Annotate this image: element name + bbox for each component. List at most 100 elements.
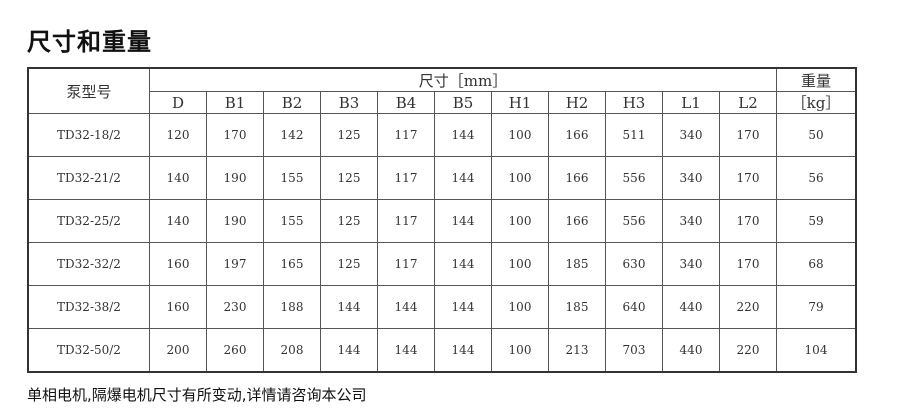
weight-unit: ［kg］: [776, 91, 857, 114]
model-cell: TD32-25/2: [27, 199, 150, 243]
model-cell: TD32-50/2: [27, 328, 150, 373]
dim-cell: 144: [434, 156, 492, 200]
dim-cell: 170: [719, 156, 777, 200]
dim-cell: 160: [149, 242, 207, 286]
dim-cell: 188: [263, 285, 321, 329]
dim-cell: 144: [434, 328, 492, 373]
dim-cell: 144: [377, 285, 435, 329]
column-header-l2: L2: [719, 91, 777, 114]
dim-cell: 190: [206, 199, 264, 243]
dim-cell: 144: [320, 328, 378, 373]
dim-cell: 100: [491, 156, 549, 200]
column-header-b3: B3: [320, 91, 378, 114]
dim-cell: 703: [605, 328, 663, 373]
dim-cell: 166: [548, 199, 606, 243]
dim-cell: 230: [206, 285, 264, 329]
dim-cell: 160: [149, 285, 207, 329]
subheader-row: D B1 B2 B3 B4 B5 H1 H2 H3 L1 L2 ［kg］: [28, 91, 857, 114]
column-header-h1: H1: [491, 91, 549, 114]
dim-cell: 170: [719, 242, 777, 286]
dimensions-weight-table: 泵型号 尺寸［mm］ 重量 D B1 B2 B3 B4 B5 H1 H2 H3 L1 L2 ［kg］ …: [27, 67, 857, 373]
dim-cell: 190: [206, 156, 264, 200]
dim-cell: 260: [206, 328, 264, 373]
dim-cell: 213: [548, 328, 606, 373]
dim-cell: 340: [662, 113, 720, 157]
dim-cell: 440: [662, 285, 720, 329]
footnote: 单相电机,隔爆电机尺寸有所变动,详情请咨询本公司: [27, 386, 367, 404]
dim-cell: 340: [662, 156, 720, 200]
dim-cell: 125: [320, 242, 378, 286]
dim-cell: 340: [662, 242, 720, 286]
dim-cell: 117: [377, 242, 435, 286]
weight-cell: 79: [776, 285, 857, 329]
dim-cell: 170: [719, 113, 777, 157]
dim-cell: 125: [320, 156, 378, 200]
dim-cell: 340: [662, 199, 720, 243]
dim-cell: 440: [662, 328, 720, 373]
column-header-h3: H3: [605, 91, 663, 114]
dim-cell: 117: [377, 199, 435, 243]
column-header-l1: L1: [662, 91, 720, 114]
model-cell: TD32-18/2: [27, 113, 150, 157]
dim-cell: 144: [434, 113, 492, 157]
column-header-b5: B5: [434, 91, 492, 114]
model-cell: TD32-21/2: [27, 156, 150, 200]
dim-cell: 511: [605, 113, 663, 157]
dim-cell: 144: [434, 199, 492, 243]
weight-cell: 56: [776, 156, 857, 200]
column-header-b1: B1: [206, 91, 264, 114]
dim-cell: 220: [719, 285, 777, 329]
model-header: 泵型号: [27, 67, 150, 114]
weight-cell: 59: [776, 199, 857, 243]
dim-cell: 117: [377, 156, 435, 200]
dim-cell: 640: [605, 285, 663, 329]
dim-cell: 166: [548, 113, 606, 157]
dim-cell: 208: [263, 328, 321, 373]
dim-cell: 120: [149, 113, 207, 157]
dim-cell: 144: [434, 285, 492, 329]
dim-cell: 556: [605, 156, 663, 200]
weight-cell: 68: [776, 242, 857, 286]
dim-cell: 200: [149, 328, 207, 373]
weight-cell: 50: [776, 113, 857, 157]
dim-cell: 197: [206, 242, 264, 286]
column-header-h2: H2: [548, 91, 606, 114]
column-header-b2: B2: [263, 91, 321, 114]
dim-cell: 144: [434, 242, 492, 286]
model-cell: TD32-32/2: [27, 242, 150, 286]
dim-cell: 125: [320, 199, 378, 243]
table-row: TD32-50/2 200 260 208 144 144 144 100 213 703 440 2…: [27, 328, 857, 373]
column-header-d: D: [149, 91, 207, 114]
dim-cell: 100: [491, 328, 549, 373]
dim-cell: 630: [605, 242, 663, 286]
table-row: TD32-32/2 160 197 165 125 117 144 100 185 630 340 1…: [27, 242, 857, 286]
dim-cell: 185: [548, 242, 606, 286]
column-header-b4: B4: [377, 91, 435, 114]
table-row: TD32-38/2 160 230 188 144 144 144 100 185 640 440 2…: [27, 285, 857, 329]
dim-cell: 142: [263, 113, 321, 157]
dims-header: 尺寸［mm］: [149, 67, 777, 92]
dim-cell: 155: [263, 199, 321, 243]
dim-cell: 556: [605, 199, 663, 243]
dim-cell: 144: [320, 285, 378, 329]
dim-cell: 100: [491, 242, 549, 286]
weight-cell: 104: [776, 328, 857, 373]
table-row: TD32-25/2 140 190 155 125 117 144 100 166 556 340 1…: [27, 199, 857, 243]
dim-cell: 155: [263, 156, 321, 200]
dim-cell: 117: [377, 113, 435, 157]
header-row: 泵型号 尺寸［mm］ 重量: [27, 67, 857, 114]
dim-cell: 170: [719, 199, 777, 243]
dim-cell: 144: [377, 328, 435, 373]
dim-cell: 140: [149, 156, 207, 200]
dim-cell: 100: [491, 285, 549, 329]
dim-cell: 166: [548, 156, 606, 200]
dim-cell: 185: [548, 285, 606, 329]
dim-cell: 165: [263, 242, 321, 286]
dim-cell: 100: [491, 199, 549, 243]
model-cell: TD32-38/2: [27, 285, 150, 329]
page-title: 尺寸和重量: [27, 28, 152, 56]
weight-header: 重量: [776, 67, 857, 92]
dim-cell: 170: [206, 113, 264, 157]
dim-cell: 125: [320, 113, 378, 157]
dim-cell: 220: [719, 328, 777, 373]
